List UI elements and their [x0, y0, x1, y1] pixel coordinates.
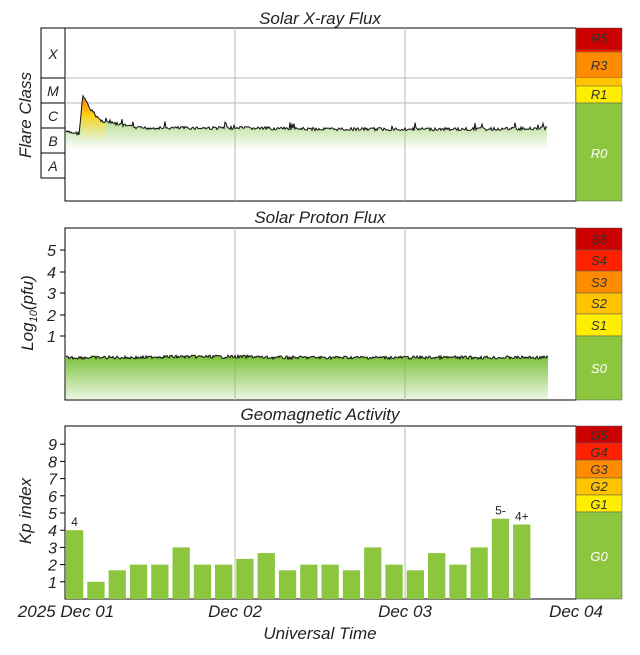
r1-label: R1 — [591, 87, 608, 102]
kp-bar — [513, 524, 531, 599]
kp-tick-label: 4 — [48, 523, 57, 540]
s1-label: S1 — [591, 318, 607, 333]
kp-bar — [321, 564, 339, 599]
kp-bar — [87, 581, 105, 599]
proton-flux-fill — [66, 355, 548, 399]
xray-flare-fill — [82, 95, 106, 140]
x-axis-title: Universal Time — [263, 624, 376, 643]
kp-bar-label: 4 — [71, 515, 78, 529]
kp-tick-label: 1 — [48, 575, 57, 592]
kp-bar — [300, 564, 318, 599]
s5-label: S5 — [591, 232, 608, 247]
kp-tick-label: 6 — [48, 489, 57, 506]
x-tick-dec03: Dec 03 — [378, 602, 432, 621]
kp-bar — [491, 518, 510, 599]
x-tick-dec02: Dec 02 — [208, 602, 262, 621]
xray-plot-frame — [64, 27, 577, 202]
class-x-label: X — [47, 46, 58, 62]
r5-label: R5 — [591, 31, 608, 46]
g4-label: G4 — [590, 445, 607, 460]
kp-bar-labels: 4 5- 4+ — [71, 504, 528, 530]
kp-g-scale: G5 G4 G3 G2 G1 G0 — [575, 425, 623, 600]
kp-bar-label: 5- — [495, 504, 506, 518]
kp-gridlines — [234, 426, 406, 599]
kp-tick-label: 5 — [48, 506, 57, 523]
s4-label: S4 — [591, 253, 607, 268]
kp-bars — [66, 518, 531, 599]
g5-label: G5 — [590, 428, 608, 443]
kp-tick-label: 2 — [47, 558, 57, 575]
kp-bar — [215, 564, 233, 599]
xray-gridlines — [65, 28, 576, 201]
r3-label: R3 — [591, 58, 608, 73]
xray-title: Solar X-ray Flux — [259, 9, 381, 28]
class-a-box — [40, 152, 66, 179]
kp-tick-label: 3 — [48, 540, 57, 557]
proton-tick-4: 4 — [47, 265, 56, 282]
proton-s-scale: S5 S4 S3 S2 S1 S0 — [575, 227, 623, 401]
kp-bar — [236, 558, 254, 599]
kp-bar-label: 4+ — [515, 510, 529, 524]
class-b-label: B — [48, 133, 57, 149]
g0-band — [575, 511, 623, 600]
kp-bar — [428, 553, 446, 599]
kp-bar — [342, 570, 361, 599]
xray-ylabel: Flare Class — [16, 72, 35, 158]
g2-label: G2 — [590, 479, 608, 494]
x-tick-dec04: Dec 04 — [549, 602, 603, 621]
class-a-label: A — [47, 158, 57, 174]
class-x-box — [40, 27, 66, 79]
kp-bar — [151, 564, 169, 599]
s0-band — [575, 335, 623, 401]
proton-tick-3: 3 — [47, 286, 56, 303]
kp-bar — [66, 530, 84, 599]
kp-bar — [406, 570, 424, 599]
kp-bar — [278, 570, 297, 599]
s2-label: S2 — [591, 296, 608, 311]
kp-bar — [449, 564, 467, 599]
kp-plot-frame — [64, 425, 577, 600]
geo-title: Geomagnetic Activity — [240, 405, 401, 424]
r3-band — [575, 51, 623, 79]
kp-ylabel: Kp index — [16, 477, 35, 544]
kp-bar — [364, 547, 382, 599]
proton-y-ticks: 5 4 3 2 1 — [46, 243, 65, 346]
proton-tick-2: 2 — [46, 308, 56, 325]
g0-label: G0 — [590, 549, 608, 564]
r0-label: R0 — [591, 146, 608, 161]
kp-bar — [108, 570, 126, 599]
g3-label: G3 — [590, 462, 608, 477]
proton-tick-5: 5 — [47, 243, 56, 260]
kp-bar — [470, 547, 488, 599]
proton-title: Solar Proton Flux — [254, 208, 386, 227]
r2-band — [576, 78, 622, 86]
xray-flux-line — [65, 94, 547, 137]
x-tick-dec01: 2025 Dec 01 — [17, 602, 114, 621]
kp-bar — [172, 547, 190, 599]
s3-label: S3 — [591, 275, 608, 290]
r0-band — [575, 102, 623, 202]
xray-r-scale: R5 R3 R1 R0 — [575, 27, 623, 202]
kp-tick-label: 9 — [48, 437, 57, 454]
s0-label: S0 — [591, 361, 608, 376]
kp-bar — [193, 564, 212, 599]
xray-class-boxes: X M C B A — [40, 27, 66, 179]
x-axis-labels: 2025 Dec 01 Dec 02 Dec 03 Dec 04 — [17, 602, 603, 621]
kp-bar — [129, 564, 148, 599]
r4-band — [576, 50, 622, 52]
class-c-label: C — [48, 108, 59, 124]
kp-bar — [385, 564, 403, 599]
g1-label: G1 — [590, 497, 607, 512]
proton-ylabel: Log10(pfu) — [18, 275, 40, 351]
kp-tick-label: 7 — [48, 472, 58, 489]
proton-flux-line — [65, 353, 549, 361]
xray-flux-fill — [66, 95, 547, 150]
kp-tick-label: 8 — [48, 454, 57, 471]
kp-bar — [257, 553, 275, 599]
proton-tick-1: 1 — [47, 329, 56, 346]
class-m-label: M — [47, 83, 59, 99]
